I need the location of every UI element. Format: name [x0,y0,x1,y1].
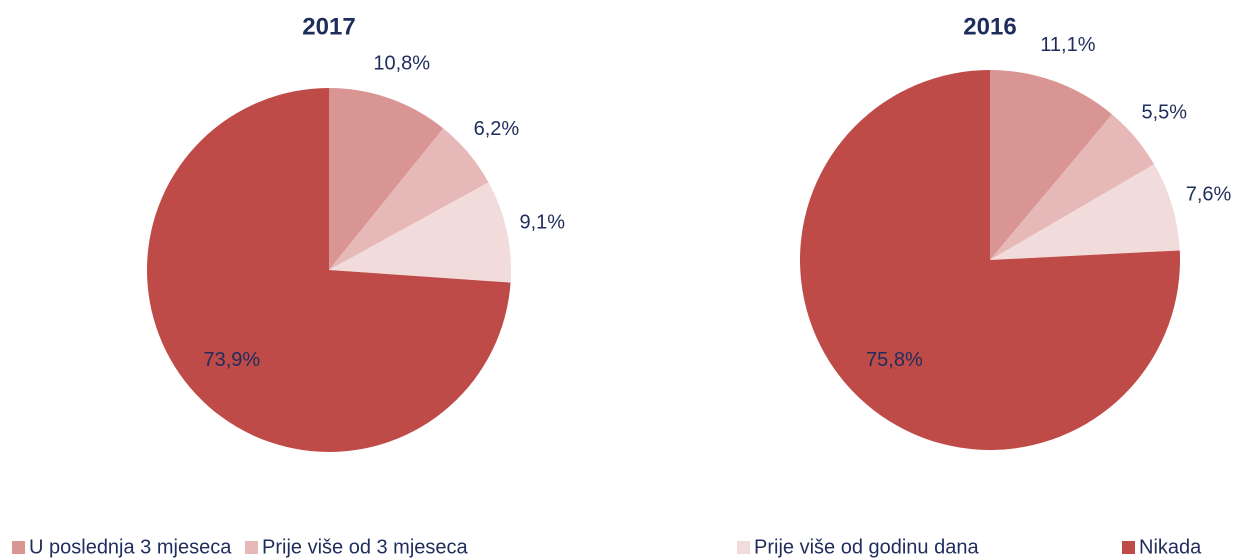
data-label: 6,2% [474,118,520,140]
pie-slice [329,88,444,270]
legend-label: Nikada [1139,536,1202,558]
data-label: 75,8% [866,349,923,371]
pie-slice [800,70,1180,450]
legend-swatch [1122,541,1135,554]
pie-slice [329,128,489,270]
pie-slice [329,182,511,283]
pie-slice [990,164,1180,260]
pie-slice [990,114,1155,260]
legend-label: Prije više od 3 mjeseca [262,536,469,558]
data-label: 10,8% [373,52,430,74]
legend-swatch [12,541,25,554]
chart-title: 2016 [963,13,1016,40]
pie-slice [147,88,511,452]
legend-swatch [737,541,750,554]
data-label: 5,5% [1142,101,1188,123]
chart-title: 2017 [302,13,355,40]
pie-slice [990,70,1113,260]
data-label: 11,1% [1040,34,1095,56]
data-label: 73,9% [204,349,261,371]
data-label: 9,1% [519,211,565,233]
legend-label: U poslednja 3 mjeseca [29,536,232,558]
legend-swatch [245,541,258,554]
legend-label: Prije više od godinu dana [754,536,979,558]
data-label: 7,6% [1186,183,1232,205]
